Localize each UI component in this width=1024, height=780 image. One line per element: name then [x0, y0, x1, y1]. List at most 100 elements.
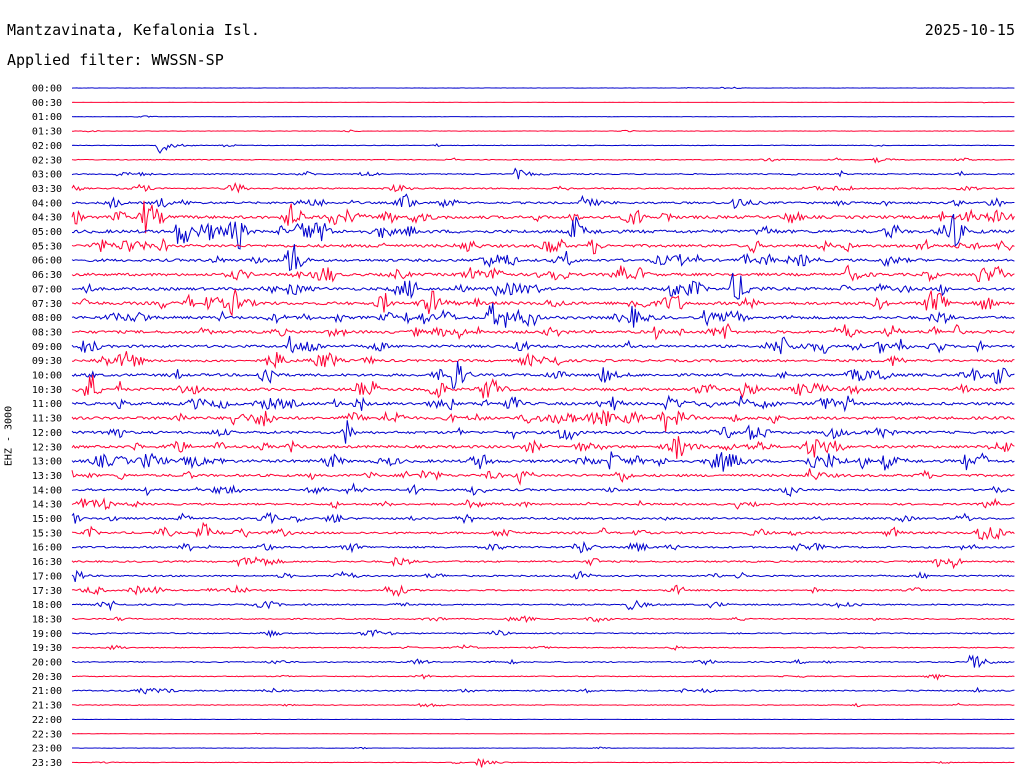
row-time-label: 09:30 — [32, 356, 62, 367]
row-time-label: 09:00 — [32, 342, 62, 353]
seismogram-trace — [71, 409, 1015, 432]
row-time-label: 05:00 — [32, 227, 62, 238]
row-time-label: 02:30 — [32, 155, 62, 166]
row-time-label: 23:30 — [32, 758, 62, 769]
row-time-label: 14:30 — [32, 500, 62, 511]
row-time-label: 02:00 — [32, 141, 62, 152]
seismogram-trace — [71, 569, 1015, 583]
row-time-label: 07:30 — [32, 299, 62, 310]
seismogram-trace — [71, 702, 1015, 708]
date-label: 2025-10-15 — [924, 21, 1015, 39]
seismogram-trace — [71, 264, 1015, 283]
seismogram-trace — [71, 436, 1015, 459]
seismogram-trace — [71, 686, 1015, 695]
seismogram-trace — [71, 101, 1015, 104]
filter-label: Applied filter: WWSSN-SP — [7, 51, 224, 69]
seismogram-trace — [71, 615, 1015, 624]
seismogram-trace — [71, 351, 1015, 370]
row-time-label: 17:00 — [32, 571, 62, 582]
row-time-label: 22:30 — [32, 729, 62, 740]
row-time-label: 07:00 — [32, 284, 62, 295]
seismogram-trace — [71, 361, 1015, 389]
seismogram-trace — [71, 497, 1015, 511]
row-time-label: 13:00 — [32, 457, 62, 468]
row-time-label: 15:00 — [32, 514, 62, 525]
row-time-label: 04:00 — [32, 198, 62, 209]
row-time-label: 19:00 — [32, 629, 62, 640]
row-time-label: 20:00 — [32, 658, 62, 669]
seismogram-trace — [71, 732, 1015, 735]
seismogram-trace — [71, 394, 1015, 413]
row-time-label: 21:30 — [32, 701, 62, 712]
row-time-label: 00:30 — [32, 98, 62, 109]
seismogram-trace — [71, 181, 1015, 194]
seismogram-trace — [71, 302, 1015, 328]
seismogram-trace — [71, 322, 1015, 341]
row-time-label: 03:00 — [32, 170, 62, 181]
row-time-label: 10:30 — [32, 385, 62, 396]
seismogram-trace — [71, 420, 1015, 444]
row-time-label: 08:30 — [32, 327, 62, 338]
row-time-label: 20:30 — [32, 672, 62, 683]
row-time-label: 21:00 — [32, 686, 62, 697]
row-time-label: 17:30 — [32, 586, 62, 597]
row-time-label: 05:30 — [32, 241, 62, 252]
row-time-label: 04:30 — [32, 213, 62, 224]
seismogram-trace — [71, 244, 1015, 272]
seismogram-trace — [71, 272, 1015, 300]
seismogram-trace — [71, 511, 1015, 525]
row-time-label: 08:00 — [32, 313, 62, 324]
row-time-label: 03:30 — [32, 184, 62, 195]
row-time-label: 14:00 — [32, 485, 62, 496]
row-time-label: 23:00 — [32, 744, 62, 755]
seismogram-trace — [71, 673, 1015, 681]
row-time-label: 16:30 — [32, 557, 62, 568]
seismogram-trace — [71, 213, 1015, 250]
row-time-label: 00:00 — [32, 84, 62, 95]
row-time-label: 12:00 — [32, 428, 62, 439]
seismogram-trace — [71, 521, 1015, 541]
row-time-label: 13:30 — [32, 471, 62, 482]
seismogram-trace — [71, 129, 1015, 133]
row-time-label: 19:30 — [32, 643, 62, 654]
row-time-label: 16:00 — [32, 543, 62, 554]
seismogram-trace — [71, 718, 1015, 721]
seismogram-trace — [71, 237, 1015, 255]
seismogram-trace — [71, 584, 1015, 598]
seismogram-trace — [71, 289, 1015, 317]
row-time-label: 11:00 — [32, 399, 62, 410]
seismogram-trace — [71, 629, 1015, 639]
row-time-label: 06:30 — [32, 270, 62, 281]
row-time-label: 01:30 — [32, 127, 62, 138]
seismogram-trace — [71, 86, 1015, 90]
seismogram-trace — [71, 599, 1015, 612]
seismogram-trace — [71, 374, 1015, 399]
seismogram-trace — [71, 556, 1015, 570]
seismogram-trace — [71, 200, 1015, 234]
seismogram-trace — [71, 482, 1015, 497]
row-time-label: 18:30 — [32, 614, 62, 625]
row-time-label: 11:30 — [32, 414, 62, 425]
seismogram-trace — [71, 468, 1015, 486]
row-time-label: 12:30 — [32, 442, 62, 453]
row-time-label: 15:30 — [32, 528, 62, 539]
seismogram-trace — [71, 167, 1015, 180]
seismogram-trace — [71, 654, 1015, 669]
seismogram-trace — [71, 644, 1015, 651]
seismogram-rows: 00:00 00:30 01:00 01:30 02:00 02:30 03:00 03:30… — [32, 84, 1015, 769]
row-time-label: 06:00 — [32, 256, 62, 267]
seismogram-trace — [71, 758, 1015, 768]
row-time-label: 22:00 — [32, 715, 62, 726]
seismogram-trace — [71, 156, 1015, 164]
seismogram-trace — [71, 540, 1015, 554]
row-time-label: 10:00 — [32, 371, 62, 382]
row-time-label: 01:00 — [32, 112, 62, 123]
seismogram-trace — [71, 335, 1015, 355]
seismogram-trace — [71, 746, 1015, 750]
seismogram-trace — [71, 143, 1015, 154]
row-time-label: 18:00 — [32, 600, 62, 611]
seismogram-trace — [71, 193, 1015, 210]
seismogram-trace — [71, 115, 1015, 118]
seismogram-trace — [71, 451, 1015, 472]
